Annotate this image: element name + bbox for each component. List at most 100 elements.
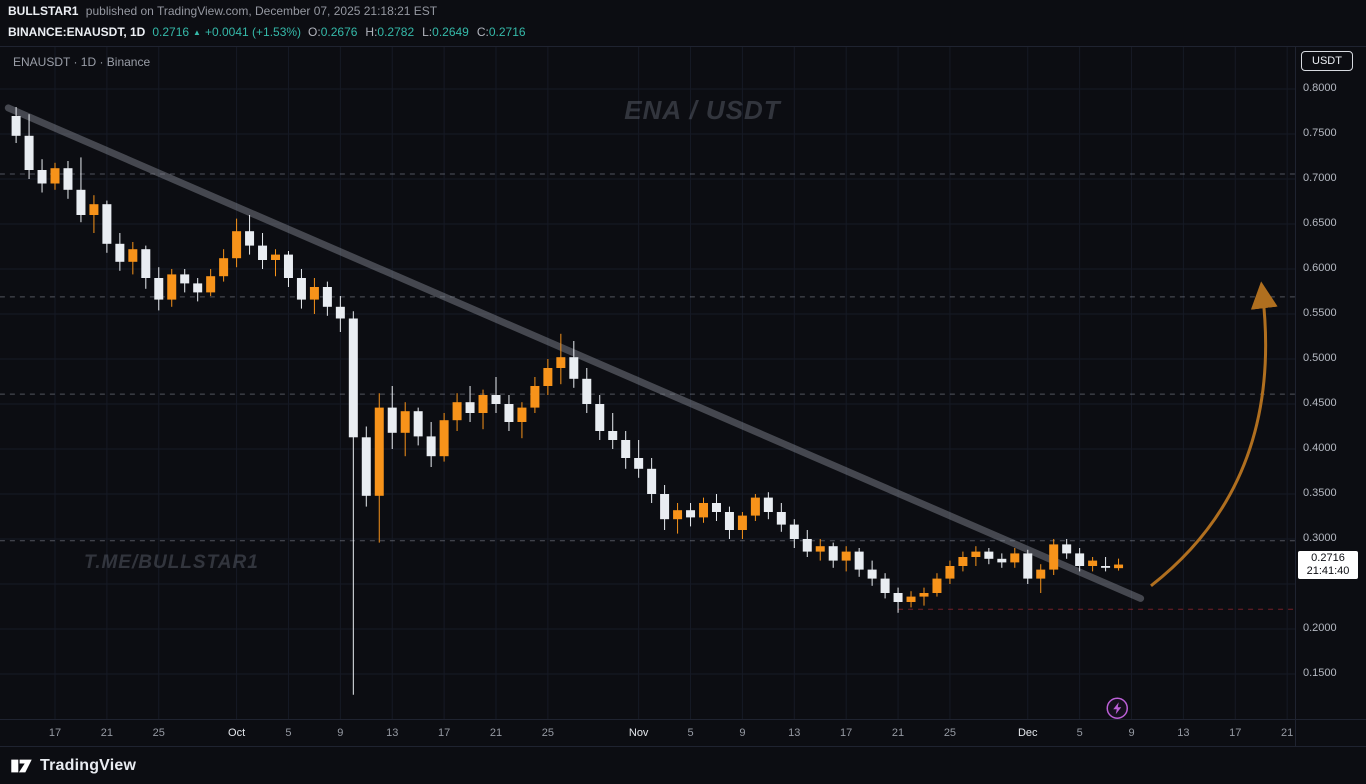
candle-body [89, 204, 99, 215]
candle-body [400, 411, 410, 433]
candle-body [893, 593, 903, 602]
time-axis-label: 13 [1177, 727, 1190, 739]
tradingview-logo-icon[interactable] [10, 758, 33, 774]
candle-body [582, 378, 592, 404]
candle-body [543, 368, 553, 386]
candle-body [115, 243, 125, 262]
time-axis-label: 21 [489, 727, 503, 739]
candle-body [984, 551, 994, 559]
price-pane-canvas[interactable] [0, 47, 1295, 720]
ohlc-value: C:0.2716 [476, 25, 526, 39]
time-axis-label: 9 [337, 727, 344, 739]
time-axis-label: Oct [228, 727, 246, 739]
grid-lines [0, 47, 1295, 720]
last-price: 0.2716 [152, 25, 190, 39]
candle-body [1049, 544, 1059, 570]
candle-body [1114, 564, 1124, 569]
candle-body [906, 596, 916, 602]
candle-body [828, 546, 838, 561]
price-axis-label: 0.2000 [1303, 622, 1337, 634]
candle-body [1062, 544, 1072, 554]
time-axis-label: 13 [386, 727, 399, 739]
candle-body [686, 510, 696, 518]
lightning-event-icon[interactable] [1106, 697, 1129, 719]
time-axis-label: 5 [687, 727, 694, 739]
candle-body [167, 274, 177, 300]
time-axis-label: Nov [628, 727, 649, 739]
candle-body [245, 231, 255, 246]
price-axis-label: 0.8000 [1303, 82, 1337, 94]
candle-body [569, 357, 579, 379]
candle-body [945, 566, 955, 579]
price-axis-label: 0.3500 [1303, 487, 1337, 499]
candle-body [491, 395, 501, 404]
time-axis-label: 21 [891, 727, 905, 739]
candle-body [1088, 560, 1098, 566]
candle-body [1036, 569, 1046, 579]
author-name[interactable]: BULLSTAR1 [8, 4, 79, 18]
change-up-icon: ▲ [193, 27, 201, 37]
price-axis-label: 0.5000 [1303, 352, 1337, 364]
candle-body [1101, 566, 1111, 568]
candle-body [11, 116, 21, 136]
candle-body [854, 551, 864, 570]
candle-body [724, 512, 734, 530]
candle-body [296, 278, 306, 300]
candle-body [374, 407, 384, 496]
time-axis-label: 5 [285, 727, 292, 739]
projection-arrow[interactable] [1150, 281, 1278, 587]
candle-body [660, 494, 670, 520]
candle-body [322, 287, 332, 307]
tradingview-logo-text[interactable]: TradingView [40, 756, 137, 774]
time-axis-label: 21 [1281, 727, 1294, 739]
candle-body [24, 135, 34, 170]
candle-body [530, 386, 540, 408]
candle-body [426, 436, 436, 457]
chart-pane[interactable]: ENA / USDT T.ME/BULLSTAR1 ENAUSDT · 1D ·… [0, 46, 1295, 720]
symbol-name[interactable]: BINANCE:ENAUSDT, 1D [8, 25, 146, 39]
price-axis-label: 0.6000 [1303, 262, 1337, 274]
candle-body [258, 245, 268, 260]
price-axis-label: 0.7500 [1303, 127, 1337, 139]
price-axis[interactable]: USDT 0.8000 0.7500 0.7000 0.6500 0.6000 0.550… [1295, 46, 1366, 719]
candle-body [63, 168, 73, 190]
candle-body [556, 357, 566, 368]
currency-toggle-button[interactable]: USDT [1301, 51, 1353, 71]
axis-corner [1295, 719, 1366, 746]
price-change: +0.0041 (+1.53%) [204, 25, 302, 39]
time-axis-label: 25 [541, 727, 554, 739]
candle-body [1023, 553, 1033, 579]
candle-body [232, 231, 242, 259]
time-axis-label: 17 [437, 727, 451, 739]
candle-body [413, 411, 423, 437]
time-axis-label: 25 [943, 727, 957, 739]
chart-legend[interactable]: ENAUSDT · 1D · Binance [13, 55, 151, 69]
candle-body [737, 515, 747, 530]
ohlc-values: O:0.2676 H:0.2782 L:0.2649 C:0.2716 [308, 25, 526, 39]
time-axis-label: 21 [100, 727, 113, 739]
candle-body [309, 287, 319, 300]
publish-bar: BULLSTAR1 published on TradingView.com, … [8, 4, 437, 20]
current-price-value: 0.2716 [1311, 551, 1345, 564]
candle-body [102, 204, 112, 244]
candle-body [219, 258, 229, 277]
price-axis-label: 0.5500 [1303, 307, 1337, 319]
candle-body [750, 497, 760, 516]
time-axis-label: 17 [1229, 727, 1242, 739]
candle-body [815, 546, 825, 552]
price-axis-label: 0.4000 [1303, 442, 1337, 454]
candle-body [841, 551, 851, 561]
candle-body [271, 254, 280, 260]
time-axis[interactable]: 17 21 25 Oct 5 9 13 17 21 25 Nov 5 9 13 17 21 25 Dec 5 9 13 1… [0, 719, 1295, 746]
candle-body [517, 407, 527, 422]
candle-body [776, 512, 786, 525]
time-axis-label: 5 [1076, 727, 1083, 739]
candle-body [1010, 553, 1020, 563]
candle-body [283, 254, 293, 278]
candle-body [180, 274, 190, 284]
descending-trendline[interactable] [4, 104, 1145, 602]
candle-body [128, 249, 138, 262]
candle-body [193, 283, 203, 293]
candle-body [465, 402, 475, 413]
